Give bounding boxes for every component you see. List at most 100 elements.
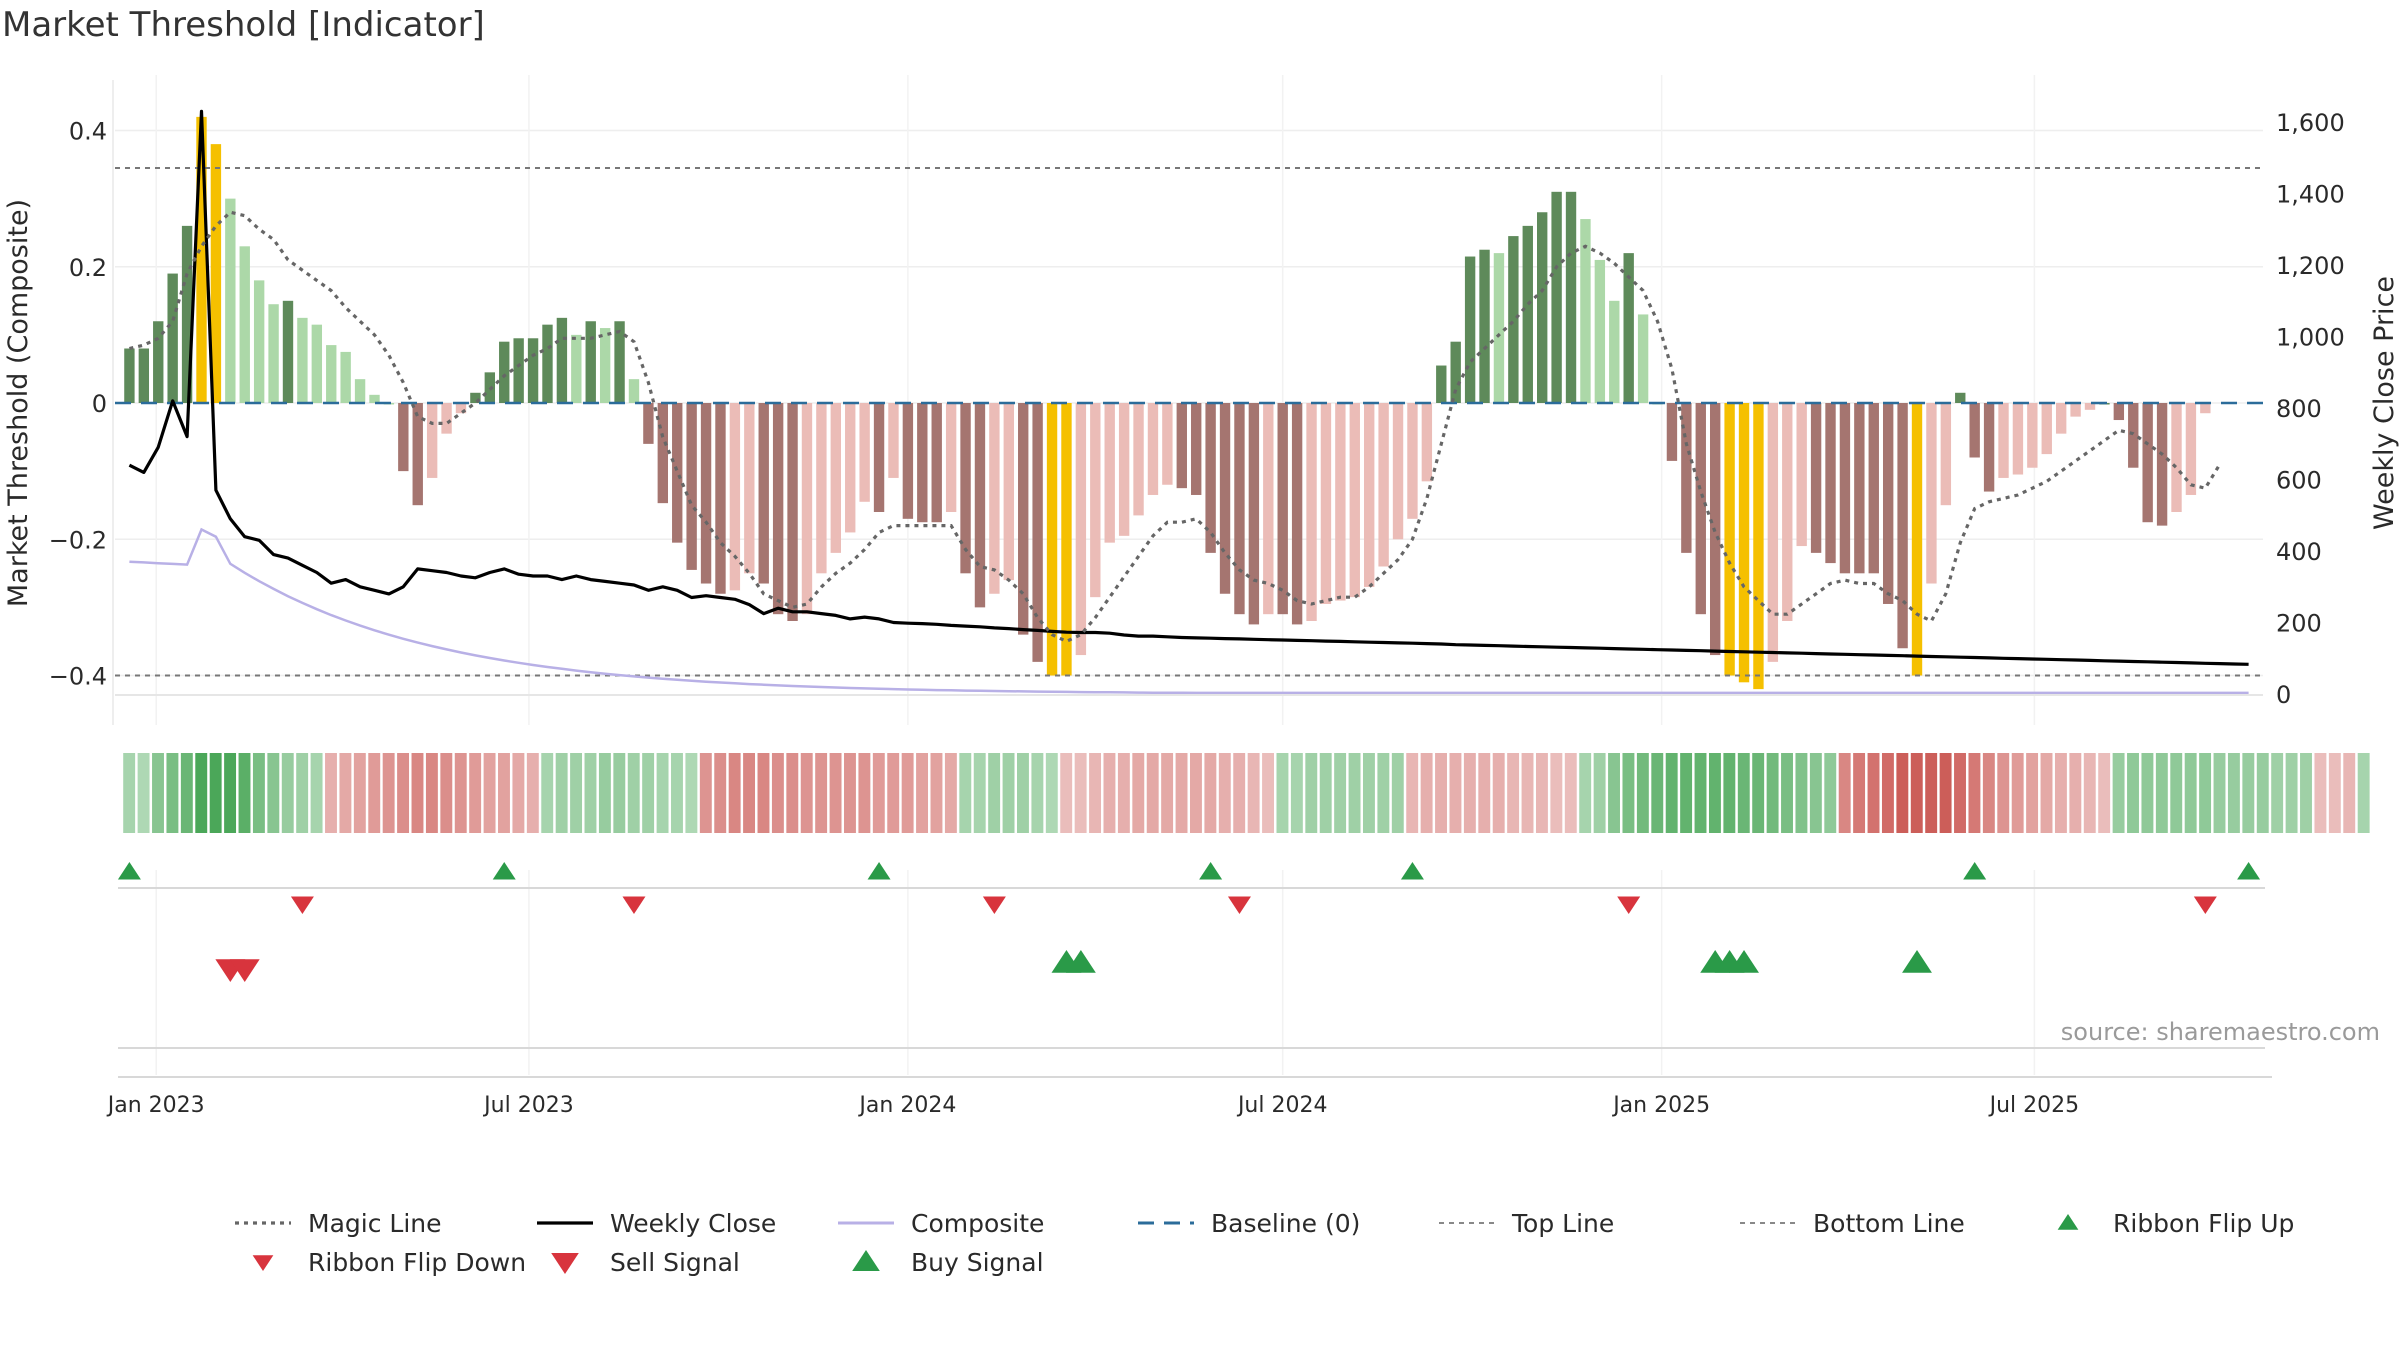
composite-bar <box>1118 403 1130 536</box>
composite-bar <box>369 394 380 403</box>
ribbon-cell <box>2328 753 2341 833</box>
composite-bar <box>470 392 481 403</box>
ribbon-cell <box>1838 753 1851 833</box>
ribbon-cell <box>2026 753 2039 833</box>
y-right-tick-label: 1,400 <box>2276 181 2345 209</box>
ribbon-cell <box>1982 753 1995 833</box>
composite-bar <box>513 338 524 403</box>
ribbon-cell <box>714 753 727 833</box>
composite-bar <box>1522 225 1533 403</box>
composite-bar <box>1234 403 1245 615</box>
ribbon-cell <box>209 753 222 833</box>
ribbon-cell <box>1766 753 1779 833</box>
ribbon-cell <box>1190 753 1202 833</box>
y-right-tick-label: 200 <box>2276 610 2322 638</box>
ribbon-cell <box>815 753 828 833</box>
ribbon-cell <box>2069 753 2082 833</box>
ribbon-cell <box>123 753 136 833</box>
composite-bar <box>527 338 539 403</box>
legend-item-bottomline: Bottom Line <box>1740 1209 1965 1238</box>
composite-bar <box>2185 403 2197 495</box>
ribbon-cell <box>1017 753 1029 833</box>
ribbon-cell <box>1319 753 1332 833</box>
composite-bar <box>1911 403 1923 676</box>
composite-bar <box>1782 403 1793 621</box>
ribbon-flip-up-marker <box>1729 950 1759 973</box>
composite-bar <box>599 328 611 403</box>
y-right-tick-label: 400 <box>2276 538 2322 566</box>
ribbon-cell <box>382 753 395 833</box>
composite-bar <box>1810 403 1822 553</box>
ribbon-cell <box>1507 753 1520 833</box>
ribbon-cell <box>1910 753 1923 833</box>
ribbon-cell <box>368 753 381 833</box>
composite-bar <box>542 324 553 403</box>
ribbon-cell <box>526 753 539 833</box>
ribbon-cell <box>1535 753 1548 833</box>
y-right-tick-label: 1,200 <box>2276 252 2345 280</box>
ribbon-cell <box>1290 753 1303 833</box>
composite-bar <box>153 321 164 403</box>
composite-bar <box>455 403 467 414</box>
x-tick-label: Jan 2023 <box>106 1093 205 1118</box>
composite-bar <box>282 300 294 403</box>
buy-signal-marker <box>867 862 891 880</box>
legend-label: Sell Signal <box>610 1248 740 1277</box>
composite-bar <box>398 403 409 472</box>
ribbon-cell <box>411 753 424 833</box>
composite-bar <box>1349 403 1360 598</box>
composite-bar <box>1147 403 1159 495</box>
y-left-tick-label: −0.2 <box>49 526 107 554</box>
ribbon-cell <box>224 753 237 833</box>
composite-bar <box>1868 403 1879 574</box>
composite-bar <box>1565 191 1577 403</box>
composite-bar <box>1018 403 1029 635</box>
ribbon-cell <box>1117 753 1130 833</box>
composite-bar <box>931 403 942 523</box>
composite-bar <box>1551 191 1562 403</box>
composite-bar <box>2084 403 2096 410</box>
ribbon-cell <box>454 753 467 833</box>
composite-bar <box>729 403 741 591</box>
ribbon-cell <box>1579 753 1592 833</box>
composite-bar <box>1003 403 1014 581</box>
ribbon-cell <box>613 753 626 833</box>
sell-signal-marker <box>290 896 314 914</box>
ribbon-cell <box>2011 753 2024 833</box>
composite-bar <box>1392 403 1404 540</box>
composite-bar <box>960 403 971 574</box>
composite-bar <box>340 351 351 403</box>
composite-bar <box>2070 403 2081 417</box>
ribbon-cell <box>1665 753 1678 833</box>
composite-bar <box>556 317 568 403</box>
ribbon-cell <box>1406 753 1419 833</box>
ribbon-flip-up-marker <box>1065 950 1096 973</box>
ribbon-cell <box>771 753 784 833</box>
buy-signal-marker <box>492 862 516 880</box>
composite-bar <box>917 403 928 523</box>
composite-bar <box>1926 403 1937 584</box>
ribbon-cell <box>2227 753 2240 833</box>
composite-bar <box>1479 249 1490 403</box>
x-tick-label: Jul 2025 <box>1988 1093 2080 1118</box>
ribbon-cell <box>1305 753 1318 833</box>
ribbon-cell <box>397 753 410 833</box>
composite-bar <box>614 321 625 403</box>
ribbon-cell <box>1997 753 2010 833</box>
composite-bar <box>873 403 885 512</box>
weekly-close-line <box>128 109 2249 666</box>
composite-bar <box>1162 403 1173 485</box>
ribbon-cell <box>1478 753 1491 833</box>
ribbon-cell <box>656 753 669 833</box>
ribbon-cell <box>1550 753 1563 833</box>
ribbon-cell <box>642 753 655 833</box>
ribbon-cell <box>1867 753 1880 833</box>
composite-bar <box>1753 403 1764 690</box>
ribbon-cell <box>872 753 885 833</box>
ribbon-cell <box>757 753 770 833</box>
sell-signal-marker <box>1617 896 1641 914</box>
composite-bar <box>1378 403 1389 567</box>
composite-bar <box>1450 341 1461 403</box>
composite-bar <box>1767 403 1779 662</box>
composite-bar <box>1306 403 1317 621</box>
